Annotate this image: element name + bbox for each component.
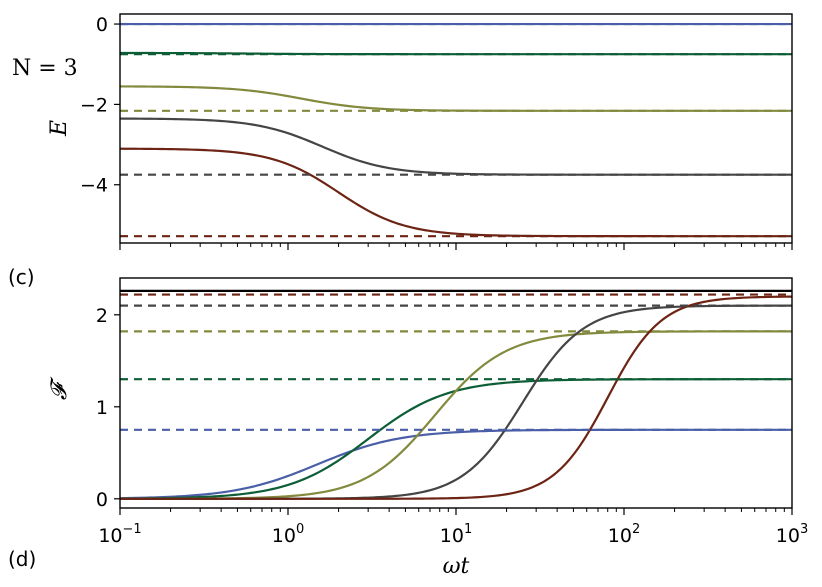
panel-d-series-3	[120, 304, 792, 500]
n-label: N = 3	[12, 56, 78, 81]
panel-c-ylabel: E	[47, 120, 72, 137]
panel-c-series-3	[119, 117, 792, 176]
xtick-label-1: 100	[272, 522, 304, 547]
panel-c-series-4	[119, 147, 792, 238]
panel-d-ticks: 0 1 2 10−1 100 101 102 103	[96, 305, 808, 547]
ytick-label-1: 1	[96, 397, 108, 419]
xtick-label-2: 101	[440, 522, 472, 547]
xtick-label-3: 102	[608, 522, 640, 547]
panel-d-series-2	[120, 330, 792, 500]
panel-c-lines	[119, 22, 792, 238]
panel-d-tag: (d)	[8, 547, 36, 571]
xtick-label-0: 10−1	[98, 522, 141, 547]
ytick-label-2: −4	[80, 175, 108, 197]
xtick-label-4: 103	[776, 522, 808, 547]
panel-c-series-2	[119, 85, 792, 112]
panel-d-ylabel: 𝓕	[47, 376, 72, 400]
ytick-label-1: −2	[80, 94, 108, 116]
panel-c-tag: (c)	[8, 265, 35, 289]
panel-d-series-0	[119, 428, 792, 500]
panel-d: 0 1 2 10−1 100 101 102 103 𝓕 ωt (d)	[8, 277, 808, 579]
panel-d-xlabel: ωt	[443, 554, 470, 579]
ytick-label-0: 0	[96, 14, 108, 36]
panel-d-lines	[119, 289, 793, 500]
panel-d-series-4	[120, 295, 793, 500]
ytick-label-2: 2	[96, 305, 108, 327]
panel-c-frame	[119, 13, 793, 244]
panel-c-ticks: 0 −2 −4	[80, 14, 793, 250]
ytick-label-0: 0	[96, 489, 108, 511]
panel-d-frame	[119, 277, 793, 509]
panel-c: 0 −2 −4 E N = 3 (c)	[8, 13, 793, 289]
